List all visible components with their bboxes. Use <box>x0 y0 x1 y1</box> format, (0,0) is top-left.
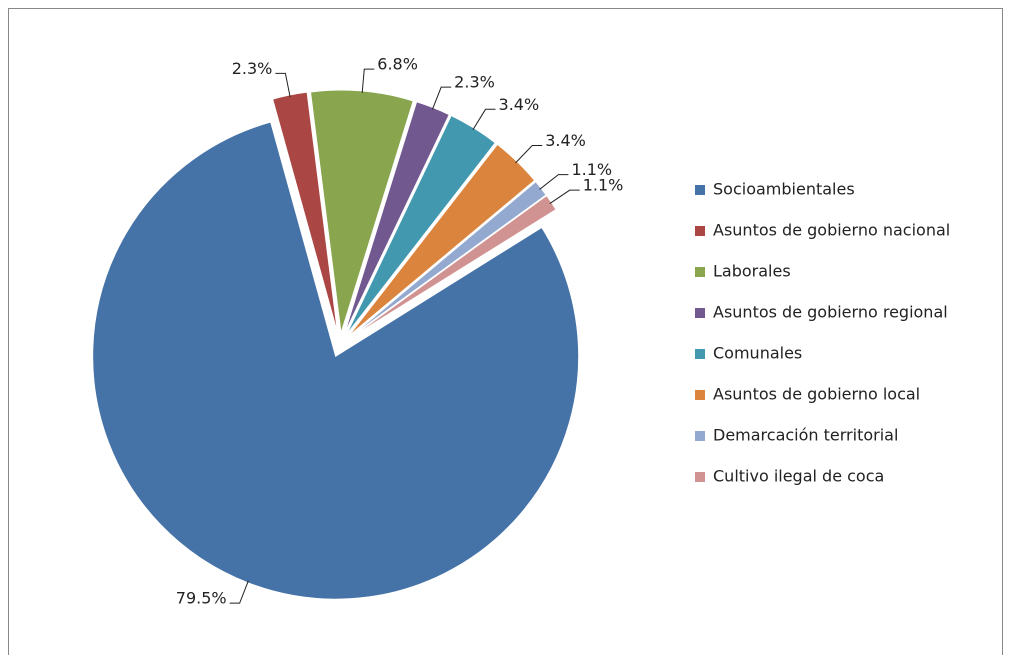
data-label: 2.3% <box>232 59 273 78</box>
leader-line <box>549 189 580 205</box>
legend-label: Socioambientales <box>713 180 855 199</box>
legend-label: Laborales <box>713 262 791 281</box>
leader-line <box>431 86 452 110</box>
legend-swatch <box>695 349 705 359</box>
leader-line <box>472 108 496 130</box>
legend-swatch <box>695 308 705 318</box>
data-label: 6.8% <box>377 55 418 74</box>
data-label: 3.4% <box>499 95 540 114</box>
leader-line <box>539 174 569 190</box>
data-label: 1.1% <box>571 160 612 179</box>
leader-line <box>361 68 375 94</box>
legend-swatch <box>695 431 705 441</box>
leader-line <box>275 72 291 98</box>
legend-label: Comunales <box>713 344 802 363</box>
legend-label: Asuntos de gobierno local <box>713 385 920 404</box>
leader-line <box>229 580 249 604</box>
data-label: 79.5% <box>176 589 227 608</box>
data-label: 3.4% <box>545 131 586 150</box>
data-label: 2.3% <box>454 73 495 92</box>
legend-label: Asuntos de gobierno regional <box>713 303 948 322</box>
legend-swatch <box>695 226 705 236</box>
legend-swatch <box>695 390 705 400</box>
legend-label: Demarcación territorial <box>713 426 898 445</box>
leader-line <box>515 145 543 164</box>
legend-swatch <box>695 267 705 277</box>
legend-swatch <box>695 472 705 482</box>
legend-swatch <box>695 185 705 195</box>
legend-label: Asuntos de gobierno nacional <box>713 221 950 240</box>
data-label: 1.1% <box>583 176 624 195</box>
legend-label: Cultivo ilegal de coca <box>713 467 884 486</box>
